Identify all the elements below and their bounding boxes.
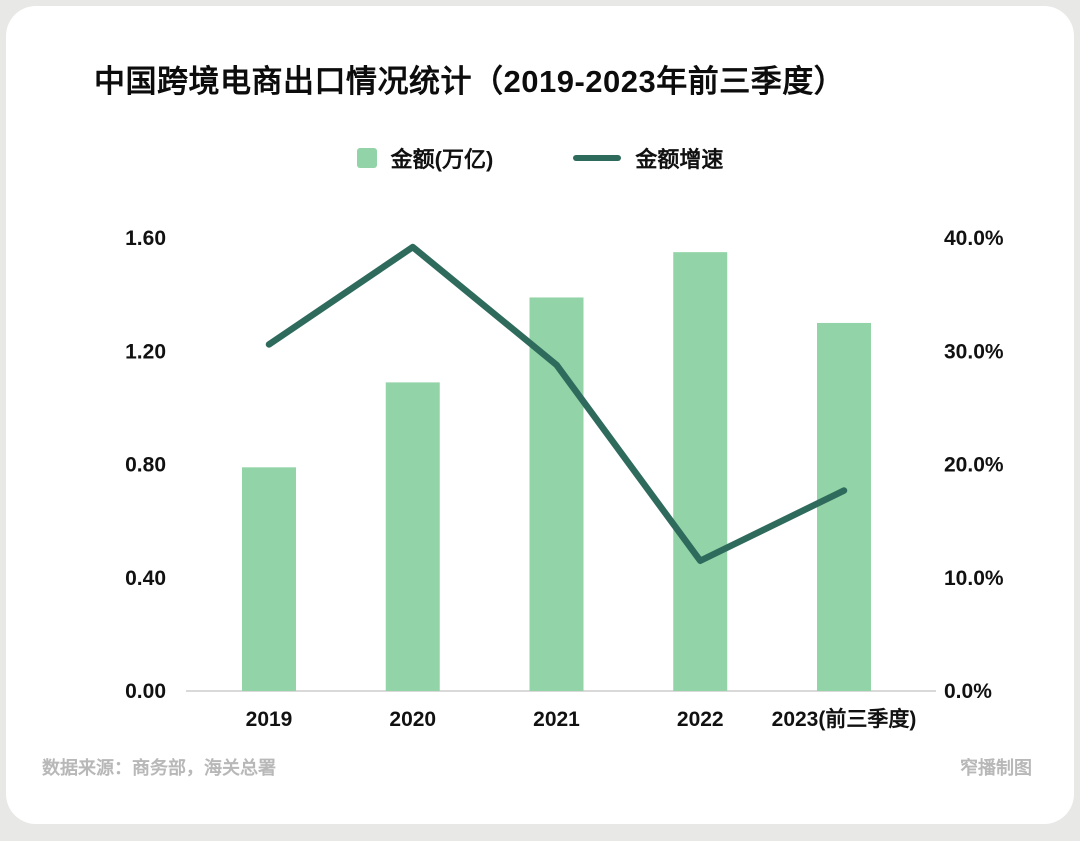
right-axis-tick: 20.0%: [944, 454, 1004, 477]
x-axis-label: 2021: [533, 708, 580, 731]
left-axis-tick: 0.00: [125, 680, 166, 703]
x-axis-label: 2023(前三季度): [772, 707, 917, 731]
chart-plot-area: 0.00 0.40 0.80 1.20 1.60 0.0% 10.0% 20.0% 30.0% 4…: [6, 6, 1080, 836]
bar: [673, 252, 728, 691]
left-axis-tick: 0.80: [125, 454, 166, 477]
right-axis-tick: 10.0%: [944, 567, 1004, 590]
bar-swatch-icon: [356, 148, 377, 168]
legend-label-growth: 金额增速: [635, 147, 724, 172]
legend: 金额(万亿) 金额增速: [6, 142, 1074, 174]
x-axis-label: 2019: [246, 708, 293, 731]
line-swatch-icon: [573, 155, 622, 161]
left-axis-tick: 1.20: [125, 340, 166, 363]
right-axis-tick: 40.0%: [944, 227, 1004, 250]
data-source-note: 数据来源：商务部，海关总署: [42, 758, 276, 778]
bar: [385, 382, 440, 691]
left-axis-tick: 1.60: [125, 227, 166, 250]
bar: [529, 297, 584, 691]
legend-label-amount: 金额(万亿): [390, 147, 494, 172]
chart-card: 中国跨境电商出口情况统计（2019-2023年前三季度） 金额(万亿) 金额增速…: [6, 6, 1074, 824]
credit-note: 窄播制图: [960, 758, 1032, 778]
growth-line: [265, 243, 848, 565]
x-axis-label: 2020: [389, 708, 436, 731]
legend-item-amount: 金额(万亿): [356, 142, 494, 174]
right-axis-tick: 0.0%: [944, 680, 992, 703]
legend-item-growth: 金额增速: [573, 142, 723, 174]
x-axis-label: 2022: [677, 708, 724, 731]
bar: [817, 322, 871, 691]
combo-chart-svg: 0.00 0.40 0.80 1.20 1.60 0.0% 10.0% 20.0% 30.0% 4…: [125, 227, 1004, 731]
left-axis-tick: 0.40: [125, 567, 166, 590]
bar: [242, 467, 296, 691]
chart-title: 中国跨境电商出口情况统计（2019-2023年前三季度）: [94, 64, 846, 99]
right-axis-tick: 30.0%: [944, 340, 1004, 363]
